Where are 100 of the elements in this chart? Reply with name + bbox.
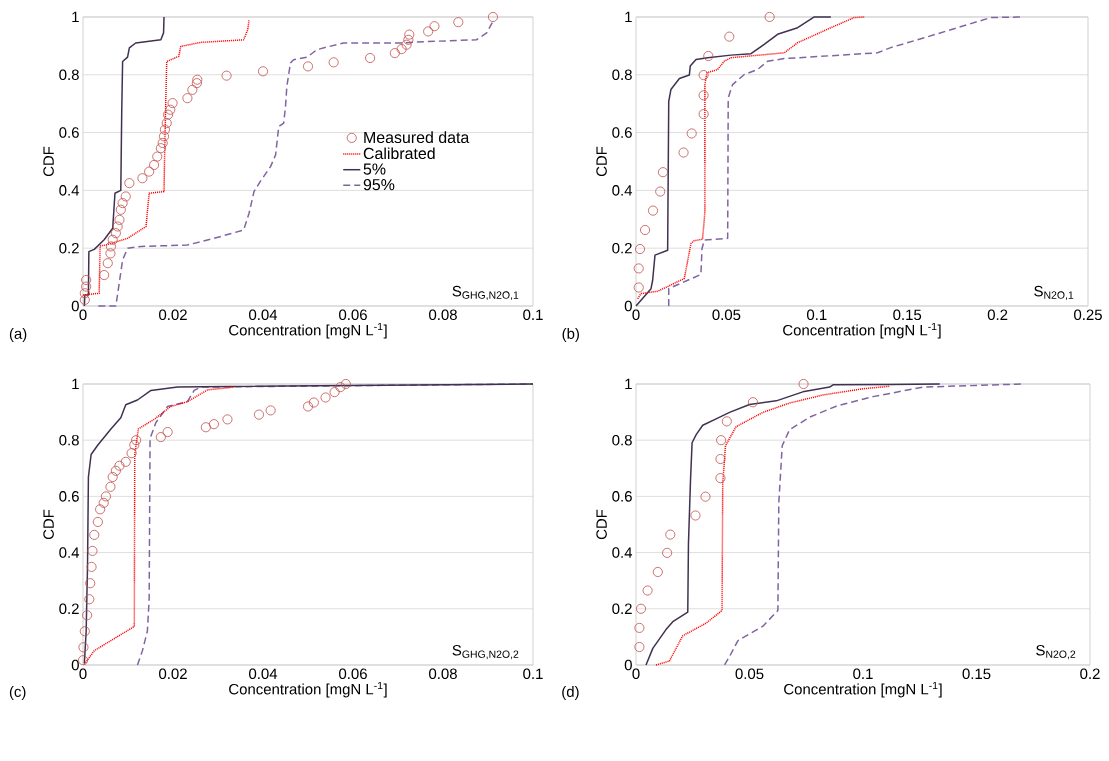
point bbox=[79, 626, 90, 637]
point bbox=[192, 74, 203, 85]
x-tick-label: 0.1 bbox=[853, 668, 873, 680]
point bbox=[303, 61, 314, 72]
x-tick-label: 0.04 bbox=[249, 309, 278, 321]
point bbox=[131, 435, 142, 446]
legend-label: Measured data bbox=[364, 131, 470, 144]
x-tick-label: 0.2 bbox=[1080, 668, 1100, 680]
point bbox=[159, 131, 170, 142]
point bbox=[655, 186, 666, 197]
y-tick-label: 0.8 bbox=[612, 434, 632, 446]
y-tick-label: 0 bbox=[624, 659, 632, 671]
y-tick-label: 0 bbox=[71, 300, 79, 312]
x-tick-label: 0.06 bbox=[339, 309, 367, 321]
point bbox=[191, 78, 202, 89]
point bbox=[636, 603, 647, 614]
point bbox=[716, 435, 727, 446]
annotation: S$_{N2O,1}$ bbox=[1034, 285, 1074, 301]
y-tick-label: 0.2 bbox=[59, 603, 79, 615]
x-axis-title: Concentration [mgN L$^{-1}$] bbox=[783, 322, 941, 339]
point bbox=[678, 147, 689, 158]
point bbox=[747, 397, 758, 408]
point bbox=[429, 21, 440, 32]
point bbox=[107, 471, 118, 482]
point bbox=[320, 392, 331, 403]
point bbox=[163, 109, 174, 120]
x-axis-title: Concentration [mgN L$^{-1}$] bbox=[229, 681, 387, 698]
point bbox=[396, 44, 407, 55]
point bbox=[117, 198, 128, 209]
point bbox=[221, 70, 232, 81]
line-series bbox=[636, 16, 865, 300]
point bbox=[640, 224, 651, 235]
annotation: S$_{GHG,N2O,1}$ bbox=[452, 285, 519, 301]
point bbox=[453, 17, 464, 28]
line-series bbox=[635, 16, 832, 307]
y-tick-label: 0 bbox=[71, 659, 79, 671]
point bbox=[698, 70, 709, 81]
point bbox=[698, 109, 709, 120]
y-axis-title: CDF bbox=[43, 146, 54, 177]
point bbox=[120, 456, 131, 467]
x-axis-title: Concentration [mgN L$^{-1}$] bbox=[229, 322, 387, 339]
point bbox=[657, 167, 668, 178]
point bbox=[258, 66, 269, 77]
y-tick-label: 0.8 bbox=[59, 434, 79, 446]
point bbox=[105, 241, 116, 252]
point bbox=[328, 57, 339, 68]
point bbox=[633, 282, 644, 293]
point bbox=[126, 448, 137, 459]
y-axis-title: CDF bbox=[596, 146, 607, 177]
y-tick-label: 0.2 bbox=[612, 603, 632, 615]
line-series bbox=[645, 383, 941, 666]
x-tick-label: 0.2 bbox=[987, 309, 1008, 321]
line-series bbox=[667, 16, 1022, 307]
point bbox=[155, 143, 166, 154]
y-tick-label: 1 bbox=[625, 378, 632, 390]
point bbox=[634, 244, 645, 255]
point bbox=[78, 642, 89, 653]
point bbox=[686, 128, 697, 139]
x-tick-label: 0.15 bbox=[893, 309, 922, 321]
x-tick-label: 0.1 bbox=[523, 668, 543, 680]
annotation: S$_{GHG,N2O,2}$ bbox=[452, 645, 519, 660]
point bbox=[110, 228, 121, 239]
y-tick-label: 0.6 bbox=[59, 127, 79, 138]
point bbox=[634, 642, 645, 652]
point bbox=[115, 204, 126, 215]
y-tick-label: 0.6 bbox=[59, 491, 79, 502]
y-tick-label: 0.2 bbox=[612, 242, 632, 254]
x-tick-label: 0.08 bbox=[429, 668, 457, 680]
point bbox=[703, 51, 714, 61]
y-tick-label: 0.6 bbox=[612, 127, 632, 138]
text: (a) bbox=[9, 327, 27, 342]
annotation: S$_{N2O,2}$ bbox=[1036, 645, 1076, 660]
point bbox=[165, 104, 176, 115]
y-tick-label: 0.6 bbox=[612, 491, 632, 502]
y-tick-label: 0.8 bbox=[612, 69, 632, 81]
point bbox=[700, 491, 711, 502]
point bbox=[200, 422, 211, 433]
point bbox=[87, 545, 98, 556]
point bbox=[401, 39, 412, 50]
point bbox=[152, 151, 163, 162]
point bbox=[144, 166, 155, 177]
legend-label: Calibrated bbox=[363, 147, 435, 160]
point bbox=[81, 274, 92, 285]
point bbox=[79, 288, 90, 299]
point bbox=[95, 504, 106, 515]
y-tick-label: 0.4 bbox=[59, 547, 80, 558]
x-tick-label: 0.15 bbox=[962, 668, 991, 680]
point bbox=[715, 454, 726, 465]
point bbox=[100, 491, 111, 502]
point bbox=[487, 11, 498, 22]
point bbox=[404, 29, 415, 40]
point bbox=[157, 137, 168, 148]
point bbox=[403, 34, 414, 45]
point bbox=[105, 248, 116, 259]
point bbox=[633, 263, 644, 274]
legend-label: 95% bbox=[363, 178, 395, 191]
point bbox=[308, 397, 319, 408]
point bbox=[652, 566, 663, 577]
point bbox=[724, 31, 735, 42]
point bbox=[162, 427, 173, 438]
